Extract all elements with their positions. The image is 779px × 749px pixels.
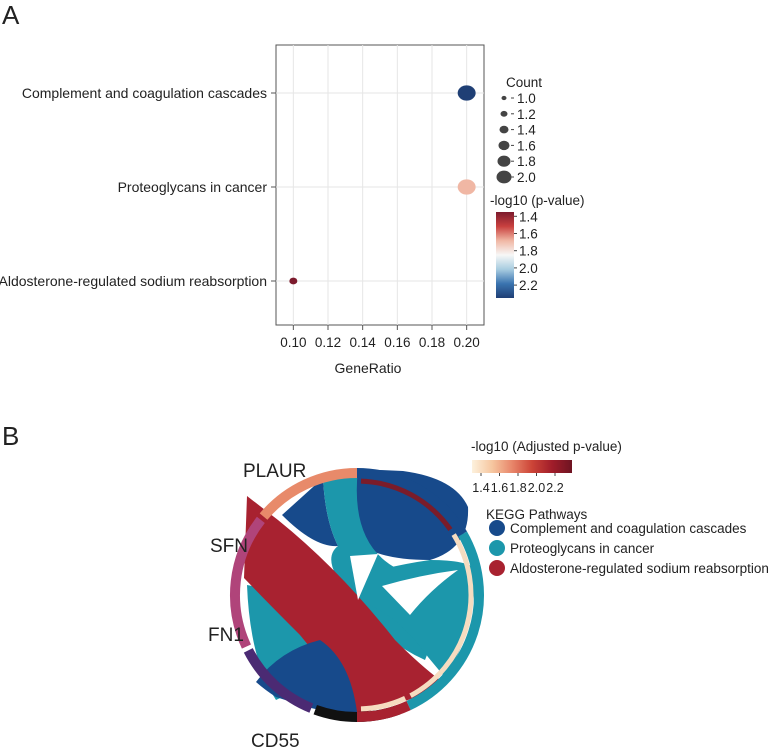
padj-band <box>360 696 407 712</box>
count-legend-label: 1.8 <box>517 154 536 169</box>
padj-band <box>409 533 474 698</box>
padj-legend-label: 1.8 <box>509 481 526 495</box>
padj-band <box>360 478 453 532</box>
x-tick-label: 0.16 <box>384 335 410 350</box>
padj-legend-label: 2.2 <box>546 481 563 495</box>
pathway-legend-label: Aldosterone-regulated sodium reabsorptio… <box>510 561 769 576</box>
gene-label: FN1 <box>208 625 244 646</box>
count-legend-dot <box>496 170 512 184</box>
pathway-legend-swatch <box>489 520 505 536</box>
data-point <box>457 179 476 195</box>
pvalue-legend: -log10 (p-value) 1.4 1.6 1.8 2.0 2.2 <box>490 193 585 298</box>
pathway-legend-swatch <box>489 560 505 576</box>
pvalue-legend-label: 2.0 <box>519 261 538 276</box>
padj-colorbar <box>472 460 572 473</box>
pathway-legend: KEGG Pathways Complement and coagulation… <box>486 507 769 576</box>
gene-label: SFN <box>210 536 248 557</box>
chord-gap <box>350 554 378 600</box>
pvalue-legend-label: 2.2 <box>519 278 538 293</box>
x-tick-label: 0.14 <box>350 335 377 350</box>
pathway-legend-title: KEGG Pathways <box>486 507 588 522</box>
count-legend-label: 1.0 <box>517 91 536 106</box>
pvalue-legend-label: 1.8 <box>519 244 538 259</box>
chord-links <box>244 469 477 714</box>
count-legend-dot <box>500 110 508 117</box>
y-ticks: Complement and coagulation cascades Prote… <box>0 85 276 289</box>
data-point <box>289 277 298 285</box>
gene-sector-plaur <box>259 468 358 520</box>
padj-legend-title: -log10 (Adjusted p-value) <box>471 439 622 454</box>
count-legend-dot <box>501 95 507 101</box>
gene-sector-fn1 <box>243 648 314 713</box>
padj-legend-label: 2.0 <box>528 481 545 495</box>
points <box>289 85 476 285</box>
link-complement-block <box>352 469 469 560</box>
panel-b-label: B <box>2 421 19 451</box>
gene-sector-sfn <box>230 516 265 649</box>
padj-legend-label: 1.4 <box>472 481 489 495</box>
panel-a-label: A <box>2 0 20 30</box>
count-legend-dot <box>498 140 510 151</box>
panel-b-chord: PLAUR SFN FN1 CD55 -log10 (Adjusted p-value… <box>208 439 769 749</box>
data-point <box>457 85 476 101</box>
gene-labels: PLAUR SFN FN1 CD55 <box>208 461 306 749</box>
pathway-legend-label: Complement and coagulation cascades <box>510 521 747 536</box>
pathway-sector <box>356 468 467 537</box>
gene-label: PLAUR <box>243 461 306 482</box>
y-tick-label: Proteoglycans in cancer <box>118 179 268 195</box>
x-tick-label: 0.20 <box>454 335 480 350</box>
count-legend: Count 1.01.21.41.61.82.0 <box>496 75 542 185</box>
count-legend-label: 1.6 <box>517 138 536 153</box>
y-tick-label: Complement and coagulation cascades <box>22 85 267 101</box>
pathway-legend-label: Proteoglycans in cancer <box>510 541 655 556</box>
count-legend-dot <box>497 155 511 167</box>
pvalue-colorbar <box>496 212 514 298</box>
count-legend-label: 1.4 <box>517 123 536 138</box>
x-tick-label: 0.18 <box>419 335 445 350</box>
pathway-sector <box>406 531 484 711</box>
count-legend-label: 1.2 <box>517 107 536 122</box>
padj-legend-label: 1.6 <box>491 481 508 495</box>
chord-sectors <box>230 468 484 722</box>
x-ticks: 0.10 0.12 0.14 0.16 0.18 0.20 <box>280 325 480 350</box>
pathway-legend-swatch <box>489 540 505 556</box>
x-axis-title: GeneRatio <box>335 360 402 376</box>
count-legend-dot <box>499 125 509 134</box>
panel-a-dotplot: Complement and coagulation cascades Prote… <box>0 44 585 376</box>
x-tick-label: 0.10 <box>280 335 306 350</box>
count-legend-label: 2.0 <box>517 170 536 185</box>
count-legend-title: Count <box>506 75 542 90</box>
padj-legend: -log10 (Adjusted p-value) 1.4 1.6 1.8 2.0 2.… <box>471 439 622 495</box>
chord-gap <box>382 570 458 615</box>
pvalue-legend-title: -log10 (p-value) <box>490 193 585 208</box>
gene-label: CD55 <box>251 731 300 749</box>
link-plaur-complement <box>282 478 338 547</box>
pvalue-legend-label: 1.6 <box>519 227 538 242</box>
pvalue-legend-label: 1.4 <box>519 209 538 224</box>
pathway-sector <box>356 700 411 722</box>
y-tick-label: Aldosterone-regulated sodium reabsorptio… <box>0 273 267 289</box>
plot-frame <box>275 44 485 326</box>
link-sfn-aldosterone <box>244 496 440 714</box>
x-tick-label: 0.12 <box>315 335 341 350</box>
